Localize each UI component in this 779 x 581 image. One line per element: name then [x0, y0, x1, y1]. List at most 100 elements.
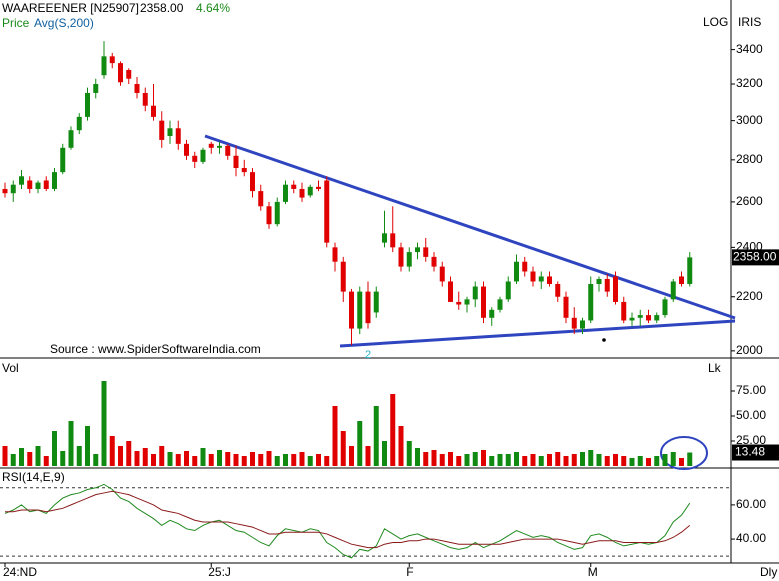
candle-body: [60, 147, 66, 173]
trendline: [339, 319, 736, 348]
y-tick-label: 2000: [736, 343, 763, 357]
candle-body: [109, 56, 115, 64]
candle-body: [423, 247, 429, 257]
volume-bar: [662, 454, 668, 466]
candle-body: [233, 155, 239, 168]
candle-body: [365, 291, 371, 324]
volume-bar: [448, 452, 453, 466]
volume-bar: [654, 456, 660, 466]
volume-bar: [175, 454, 181, 466]
candle-body: [340, 261, 346, 292]
volume-bar: [118, 446, 123, 466]
volume-bar: [481, 450, 486, 466]
last-price: 2358.00: [140, 1, 184, 15]
candle-body: [52, 172, 57, 189]
volume-bar: [134, 451, 140, 466]
scale-mode[interactable]: LOG: [703, 15, 728, 29]
volume-bar: [151, 454, 156, 466]
volume-bar: [637, 456, 643, 466]
volume-bar: [571, 454, 577, 466]
candle-body: [431, 256, 437, 267]
candle-body: [637, 315, 643, 318]
candle-body: [2, 188, 8, 194]
candle-body: [159, 120, 165, 140]
volume-bar: [596, 454, 602, 466]
candle-body: [316, 186, 321, 189]
rsi-line: [4, 483, 691, 559]
candle-body: [208, 143, 214, 148]
volume-bar: [472, 452, 478, 466]
y-tick-label: 2600: [736, 194, 763, 208]
candle-body: [35, 182, 41, 189]
candle-body: [134, 84, 140, 93]
candle-body: [283, 184, 288, 202]
candle-body: [530, 271, 536, 282]
candle-body: [654, 315, 660, 321]
volume-bar: [241, 456, 247, 466]
candle-body: [415, 247, 420, 253]
volume-bar: [522, 456, 528, 466]
volume-bar: [35, 446, 41, 466]
candle-body: [126, 69, 132, 79]
volume-bar: [406, 441, 412, 466]
volume-bar: [604, 456, 610, 466]
view[interactable]: IRIS: [738, 15, 761, 29]
candle-body: [142, 92, 148, 106]
candle-body: [497, 299, 503, 310]
x-tick-label: 24:ND: [3, 565, 37, 579]
panel-title: Vol: [2, 361, 19, 375]
price-label: Price: [2, 16, 30, 30]
candle-body: [167, 128, 173, 137]
volume-bar: [382, 441, 387, 466]
candle-body: [439, 266, 445, 282]
y-tick-label: 50.00: [736, 408, 766, 422]
volume-bar: [687, 452, 693, 466]
volume-bar: [679, 458, 684, 466]
volume-bar: [349, 446, 354, 466]
volume-bar: [250, 452, 255, 466]
candle-body: [324, 180, 330, 243]
volume-bar: [43, 456, 49, 466]
volume-bar: [538, 456, 544, 466]
candle-body: [679, 276, 684, 284]
candle-body: [522, 261, 528, 272]
y-tick-label: 3400: [736, 42, 763, 56]
candle-body: [670, 281, 676, 300]
rsi-line: [5, 490, 691, 549]
volume-bar: [208, 454, 214, 466]
candle-body: [547, 276, 552, 284]
volume-bar: [580, 452, 585, 466]
candle-body: [332, 247, 338, 262]
volume-bar: [126, 441, 132, 466]
avg-label: Avg(S,200): [34, 16, 94, 30]
candle-body: [217, 145, 222, 148]
volume-bar: [423, 452, 429, 466]
candle-body: [373, 291, 379, 313]
volume-bar: [324, 456, 330, 466]
volume-bar: [233, 454, 239, 466]
volume-bar: [505, 454, 511, 466]
candle-body: [571, 317, 577, 329]
change: 4.64%: [196, 1, 230, 15]
candle-body: [101, 56, 107, 76]
candle-body: [538, 276, 544, 282]
volume-bar: [629, 458, 635, 466]
volume-bar: [613, 454, 618, 466]
volume-bar: [52, 431, 57, 466]
candle-body: [291, 184, 297, 189]
x-tick-label: F: [406, 565, 413, 579]
last-price-label: 2358.00: [733, 250, 777, 264]
candle-body: [629, 317, 635, 321]
symbol: WAAREEENER [N25907]: [2, 1, 139, 15]
candle-body: [299, 188, 305, 198]
volume-bar: [291, 454, 297, 466]
candle-body: [382, 233, 387, 243]
candle-body: [514, 261, 519, 282]
candle-body: [76, 116, 82, 131]
volume-bar: [76, 446, 82, 466]
candle-body: [19, 176, 24, 185]
candle-body: [390, 233, 396, 248]
volume-bar: [19, 448, 24, 466]
last-price-box: [732, 249, 779, 266]
candle-body: [621, 301, 627, 321]
